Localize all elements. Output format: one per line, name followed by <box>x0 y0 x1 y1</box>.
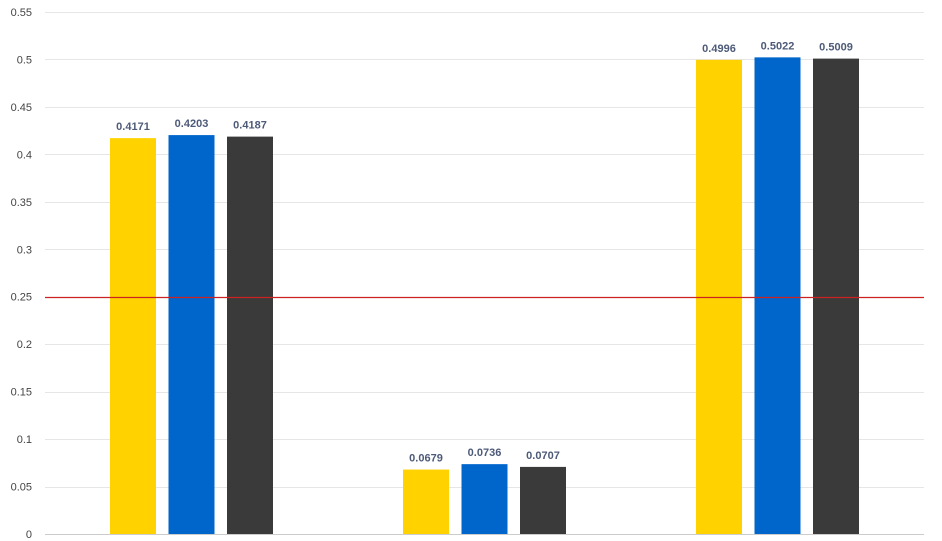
y-tick-label: 0.05 <box>11 482 32 494</box>
bar[interactable] <box>520 466 566 534</box>
y-axis-ticks: 0 0.05 0.1 0.15 0.2 0.25 0.3 0.35 0.4 0.45 0.5 0.55 <box>11 7 32 541</box>
y-tick-label: 0.1 <box>17 434 32 446</box>
bar[interactable] <box>754 57 801 534</box>
y-tick-label: 0.3 <box>17 244 32 256</box>
y-tick-label: 0 <box>26 529 32 541</box>
data-label: 0.4203 <box>175 118 209 130</box>
data-label: 0.0707 <box>526 450 560 462</box>
y-tick-label: 0.4 <box>17 149 32 161</box>
bar[interactable] <box>110 138 156 534</box>
bar[interactable] <box>227 136 273 534</box>
y-tick-label: 0.15 <box>11 387 32 399</box>
data-labels: 0.4171 0.4203 0.4187 0.0679 0.0736 0.0707 0.49… <box>116 40 853 464</box>
data-label: 0.4187 <box>233 120 267 132</box>
data-label: 0.4996 <box>702 43 736 55</box>
bar[interactable] <box>403 469 449 534</box>
data-label: 0.4171 <box>116 121 150 133</box>
bar[interactable] <box>168 135 215 534</box>
bars <box>110 57 859 535</box>
y-tick-label: 0.35 <box>11 197 32 209</box>
y-tick-label: 0.45 <box>11 102 32 114</box>
data-label: 0.0736 <box>468 447 502 459</box>
y-tick-label: 0.5 <box>17 54 32 66</box>
y-tick-label: 0.2 <box>17 339 32 351</box>
data-label: 0.0679 <box>409 453 443 465</box>
y-tick-label: 0.25 <box>11 292 32 304</box>
bar[interactable] <box>461 464 508 534</box>
data-label: 0.5009 <box>819 42 853 54</box>
y-tick-label: 0.55 <box>11 7 32 19</box>
data-label: 0.5022 <box>761 40 795 52</box>
bar[interactable] <box>813 58 859 534</box>
